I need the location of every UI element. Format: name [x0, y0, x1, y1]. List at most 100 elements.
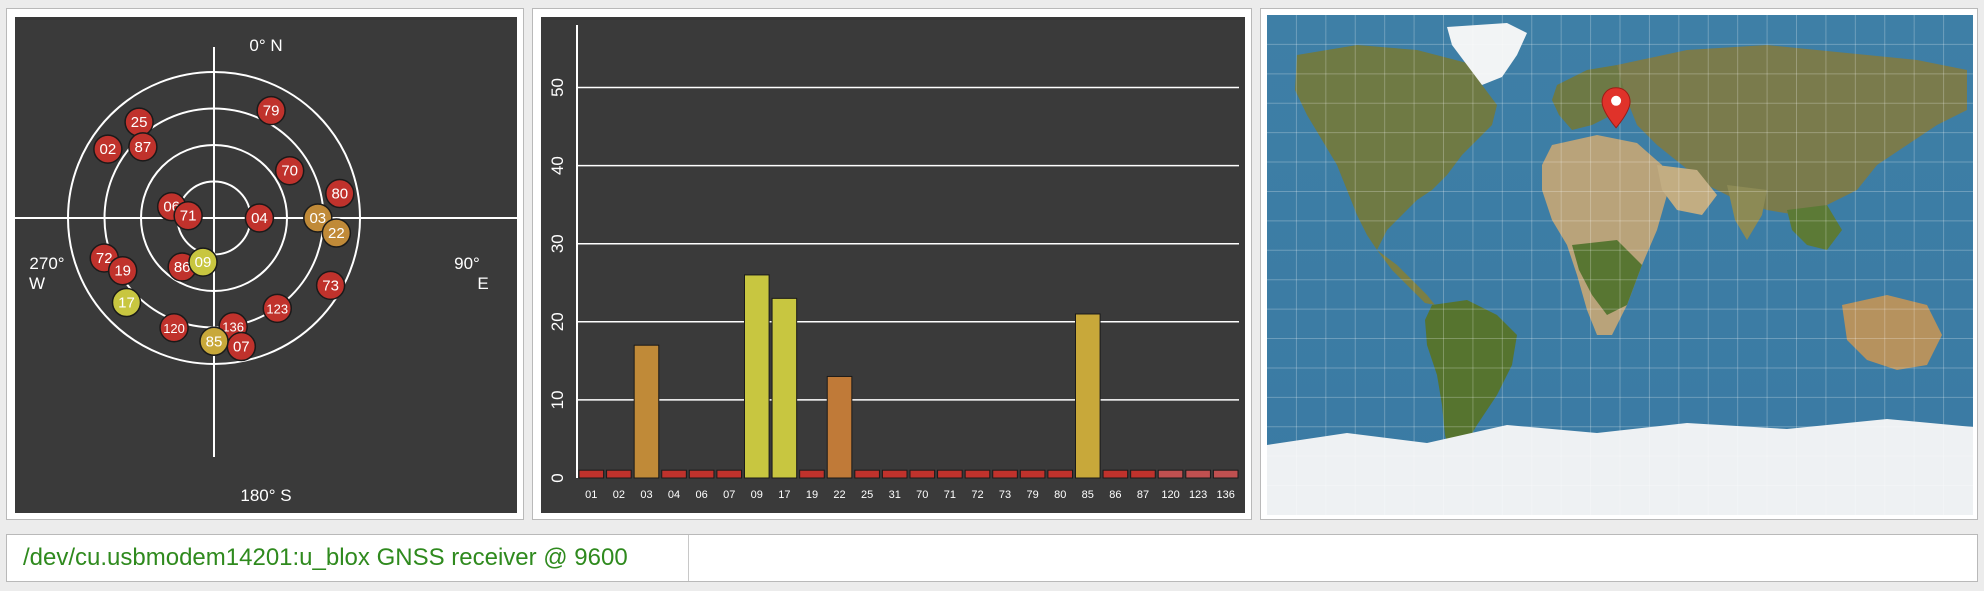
satellite-marker[interactable]: 17 — [111, 287, 142, 318]
signal-bar[interactable] — [633, 344, 660, 479]
satellite-marker[interactable]: 02 — [93, 134, 123, 164]
satellite-marker[interactable]: 79 — [256, 95, 286, 126]
x-tick-label: 06 — [696, 489, 708, 501]
satellite-id-label: 73 — [322, 277, 339, 294]
world-map[interactable] — [1267, 15, 1973, 515]
satellite-marker[interactable]: 71 — [173, 200, 203, 231]
signal-bar[interactable] — [1130, 469, 1156, 479]
x-tick-label: 31 — [889, 489, 901, 501]
x-tick-label: 86 — [1109, 489, 1121, 501]
satellite-marker[interactable]: 25 — [124, 107, 154, 137]
x-tick-label: 72 — [971, 489, 983, 501]
signal-bar[interactable] — [1047, 469, 1073, 479]
satellite-id-label: 80 — [331, 186, 348, 203]
x-tick-label: 85 — [1082, 489, 1094, 501]
x-tick-label: 71 — [944, 489, 956, 501]
satellite-marker[interactable]: 85 — [199, 326, 229, 357]
signal-bar[interactable] — [1102, 469, 1129, 479]
asia-landmass — [1617, 45, 1967, 215]
satellite-marker[interactable]: 80 — [325, 178, 355, 209]
satellite-id-label: 72 — [96, 250, 113, 267]
antarctica-landmass — [1267, 419, 1973, 515]
status-bar: /dev/cu.usbmodem14201:u_blox GNSS receiv… — [6, 534, 1978, 582]
east-label: E — [477, 274, 488, 293]
arabia-landmass — [1657, 165, 1717, 215]
x-tick-label: 70 — [916, 489, 928, 501]
signal-bar[interactable] — [992, 469, 1018, 479]
satellite-id-label: 136 — [222, 320, 244, 335]
x-tick-label: 87 — [1137, 489, 1149, 501]
x-tick-label: 136 — [1217, 489, 1235, 501]
satellite-id-label: 17 — [118, 295, 135, 312]
chart-y-ticks: 0 10 20 30 40 50 — [548, 78, 567, 483]
east-degree-label: 90° — [454, 254, 480, 273]
north-label: 0° N — [249, 36, 282, 55]
y-tick-label: 30 — [548, 234, 567, 253]
signal-bar[interactable] — [744, 274, 770, 479]
signal-strength-chart: 0 10 20 30 40 50 01 02 03 04 06 07 09 17 19 22 25 31 70 71… — [548, 25, 1239, 501]
x-tick-label: 01 — [585, 489, 597, 501]
satellite-marker[interactable]: 123 — [262, 293, 293, 324]
signal-bar[interactable] — [1157, 469, 1184, 479]
signal-bar[interactable] — [688, 469, 715, 479]
x-tick-label: 09 — [751, 489, 763, 501]
signal-bar[interactable] — [964, 469, 991, 479]
satellite-marker[interactable]: 87 — [128, 132, 158, 162]
north-america-landmass — [1295, 45, 1497, 250]
x-tick-label: 80 — [1054, 489, 1066, 501]
x-tick-label: 04 — [668, 489, 680, 501]
signal-bar[interactable] — [881, 469, 908, 479]
satellite-marker[interactable]: 22 — [321, 218, 352, 248]
signal-bar[interactable] — [937, 469, 963, 479]
signal-bar[interactable] — [661, 469, 687, 479]
signal-bar[interactable] — [854, 469, 880, 479]
satellite-marker[interactable]: 09 — [188, 247, 218, 277]
satellite-id-label: 22 — [328, 225, 345, 242]
signal-bar[interactable] — [716, 469, 743, 479]
satellite-marker[interactable]: 07 — [226, 331, 257, 362]
satellite-marker[interactable]: 120 — [159, 313, 189, 343]
signal-bar[interactable] — [826, 375, 853, 479]
satellite-marker[interactable]: 04 — [244, 203, 275, 233]
x-tick-label: 79 — [1027, 489, 1039, 501]
africa-landmass — [1542, 135, 1667, 335]
x-tick-label: 17 — [778, 489, 790, 501]
sky-view-canvas: 0° N 180° S 90° E 270° W 25 79 87 02 70 06 71 0… — [15, 17, 517, 513]
signal-bar[interactable] — [578, 469, 605, 479]
satellite-id-label: 87 — [135, 139, 152, 156]
signal-strength-canvas: 0 10 20 30 40 50 01 02 03 04 06 07 09 17 19 22 25 31 70 71… — [541, 17, 1245, 513]
y-tick-label: 10 — [548, 390, 567, 409]
satellite-marker[interactable]: 19 — [107, 255, 138, 286]
europe-landmass — [1552, 65, 1637, 130]
signal-bar[interactable] — [1019, 469, 1046, 479]
x-tick-label: 123 — [1189, 489, 1207, 501]
signal-bar[interactable] — [771, 297, 798, 479]
y-tick-label: 0 — [548, 473, 567, 482]
x-tick-label: 03 — [640, 489, 652, 501]
chart-x-ticks: 01 02 03 04 06 07 09 17 19 22 25 31 70 71 72 73 79 80 85 86… — [585, 489, 1235, 501]
x-tick-label: 25 — [861, 489, 873, 501]
x-tick-label: 120 — [1161, 489, 1179, 501]
satellite-id-label: 86 — [174, 259, 191, 276]
y-tick-label: 20 — [548, 312, 567, 331]
x-tick-label: 02 — [613, 489, 625, 501]
signal-bar[interactable] — [799, 469, 825, 479]
signal-bar[interactable] — [606, 469, 632, 479]
satellite-id-label: 07 — [233, 339, 250, 356]
satellite-id-label: 03 — [309, 210, 326, 227]
y-tick-label: 50 — [548, 78, 567, 97]
x-tick-label: 22 — [833, 489, 845, 501]
satellite-marker[interactable]: 73 — [315, 270, 346, 301]
southeast-asia-landmass — [1787, 205, 1842, 250]
signal-bar[interactable] — [1185, 469, 1211, 479]
satellite-marker[interactable]: 70 — [274, 155, 305, 186]
satellite-id-label: 70 — [281, 163, 298, 180]
signal-bar[interactable] — [909, 469, 936, 479]
greenland-landmass — [1447, 23, 1527, 85]
y-tick-label: 40 — [548, 156, 567, 175]
signal-bar[interactable] — [1075, 313, 1101, 479]
location-pin-icon[interactable] — [1601, 87, 1631, 129]
signal-bar[interactable] — [1212, 469, 1239, 479]
